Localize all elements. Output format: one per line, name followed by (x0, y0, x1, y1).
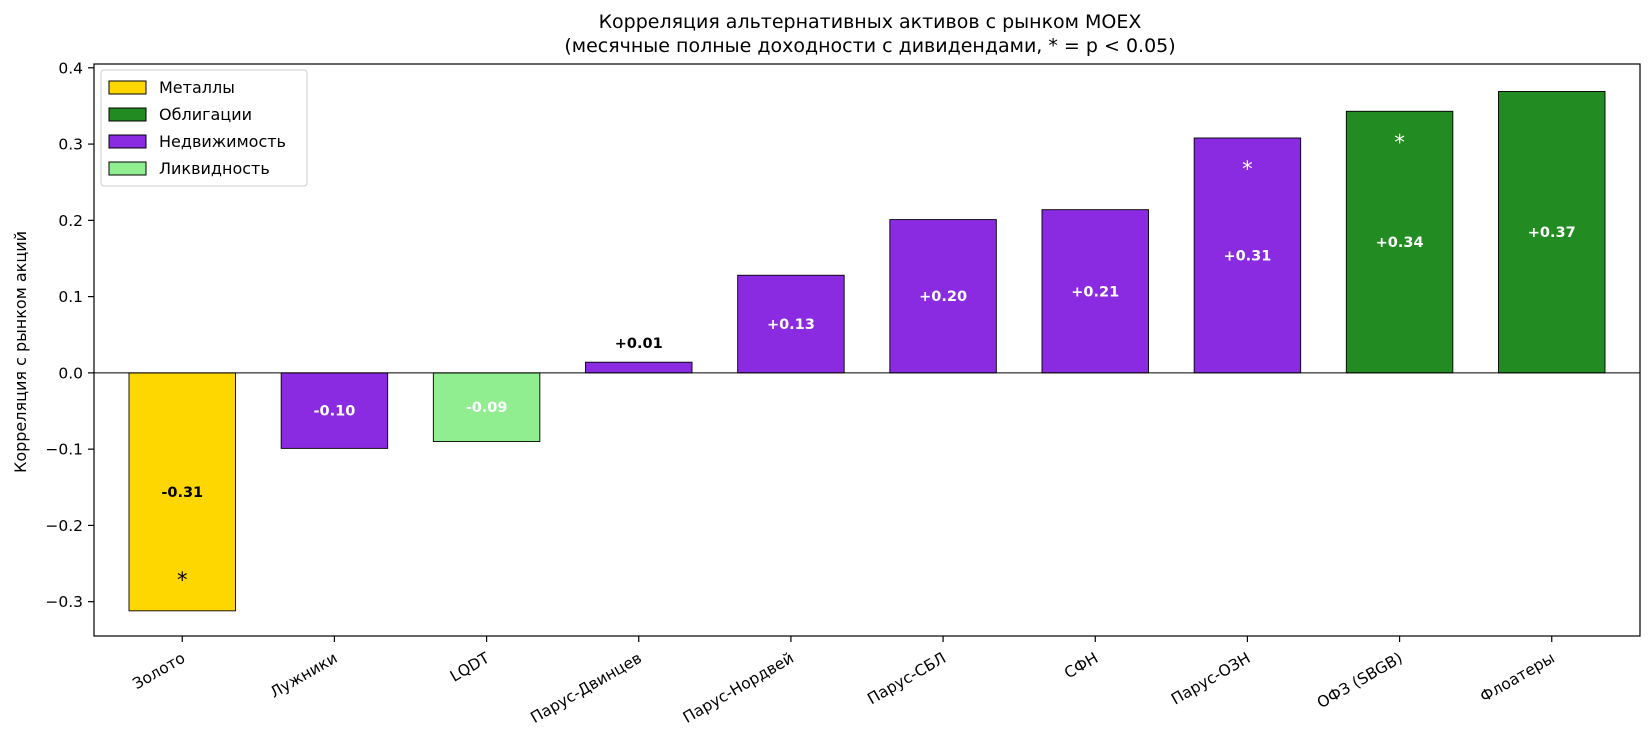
y-tick-label: 0.2 (58, 212, 83, 230)
bar-2 (280, 372, 389, 449)
y-tick-label: −0.3 (45, 593, 83, 611)
bar-value-label: +0.13 (767, 317, 815, 333)
bar-9 (1345, 110, 1454, 374)
bar-value-label: +0.21 (1071, 284, 1119, 300)
x-tick-label: Парус-СБЛ (864, 649, 949, 708)
bar-value-label: +0.20 (919, 289, 967, 305)
bar-1 (128, 372, 236, 612)
x-tick-label: Парус-Двинцев (528, 649, 645, 727)
x-tick-label: Лужники (267, 649, 340, 702)
x-tick-label: СФН (1061, 649, 1101, 683)
legend: Металлы Облигации Недвижимость Ликвидность (100, 69, 308, 187)
y-tick-label: −0.1 (45, 441, 83, 459)
bar-value-label: +0.01 (615, 336, 663, 352)
bar-value-label: +0.34 (1376, 235, 1424, 251)
legend-swatch (108, 80, 147, 95)
bar-value-label: +0.31 (1223, 248, 1271, 264)
y-tick-label: 0.4 (58, 59, 83, 77)
legend-label: Металлы (159, 78, 235, 97)
legend-label: Недвижимость (159, 132, 286, 151)
x-tick-label: Парус-ОЗН (1168, 649, 1253, 709)
x-tick-label: Золото (130, 649, 189, 693)
legend-swatch (108, 134, 147, 149)
y-axis-label: Корреляция с рынком акций (11, 231, 30, 473)
x-tick-label: ОФЗ (SBGB) (1314, 649, 1406, 712)
y-tick-label: −0.2 (45, 517, 83, 535)
bar-value-label: -0.31 (161, 485, 203, 501)
legend-box (100, 69, 308, 187)
bar-10 (1498, 91, 1606, 374)
significance-marker: * (1242, 157, 1253, 181)
legend-swatch (108, 107, 147, 122)
bar-4 (585, 361, 693, 374)
legend-label: Облигации (159, 105, 252, 124)
bar-value-label: +0.37 (1528, 225, 1576, 241)
significance-marker: * (1394, 130, 1405, 154)
bar-7 (1041, 209, 1149, 374)
x-tick-label: LQDT (447, 649, 493, 686)
bar-5 (737, 274, 845, 374)
plot-frame (93, 63, 1641, 637)
x-tick-label: Парус-Нордвей (680, 649, 797, 727)
legend-swatch (108, 161, 147, 176)
y-tick-label: 0.3 (58, 136, 83, 154)
chart-title: Корреляция альтернативных активов с рынк… (599, 11, 1142, 33)
y-tick-label: 0.0 (58, 364, 83, 382)
y-tick-label: 0.1 (58, 288, 83, 306)
bar-value-label: -0.10 (314, 404, 356, 420)
legend-label: Ликвидность (159, 159, 270, 178)
bar-8 (1193, 137, 1302, 374)
bar-value-label: -0.09 (466, 400, 508, 416)
significance-marker: * (177, 568, 188, 592)
x-tick-label: Флоатеры (1477, 649, 1558, 706)
chart-subtitle: (месячные полные доходности с дивидендам… (564, 35, 1175, 57)
